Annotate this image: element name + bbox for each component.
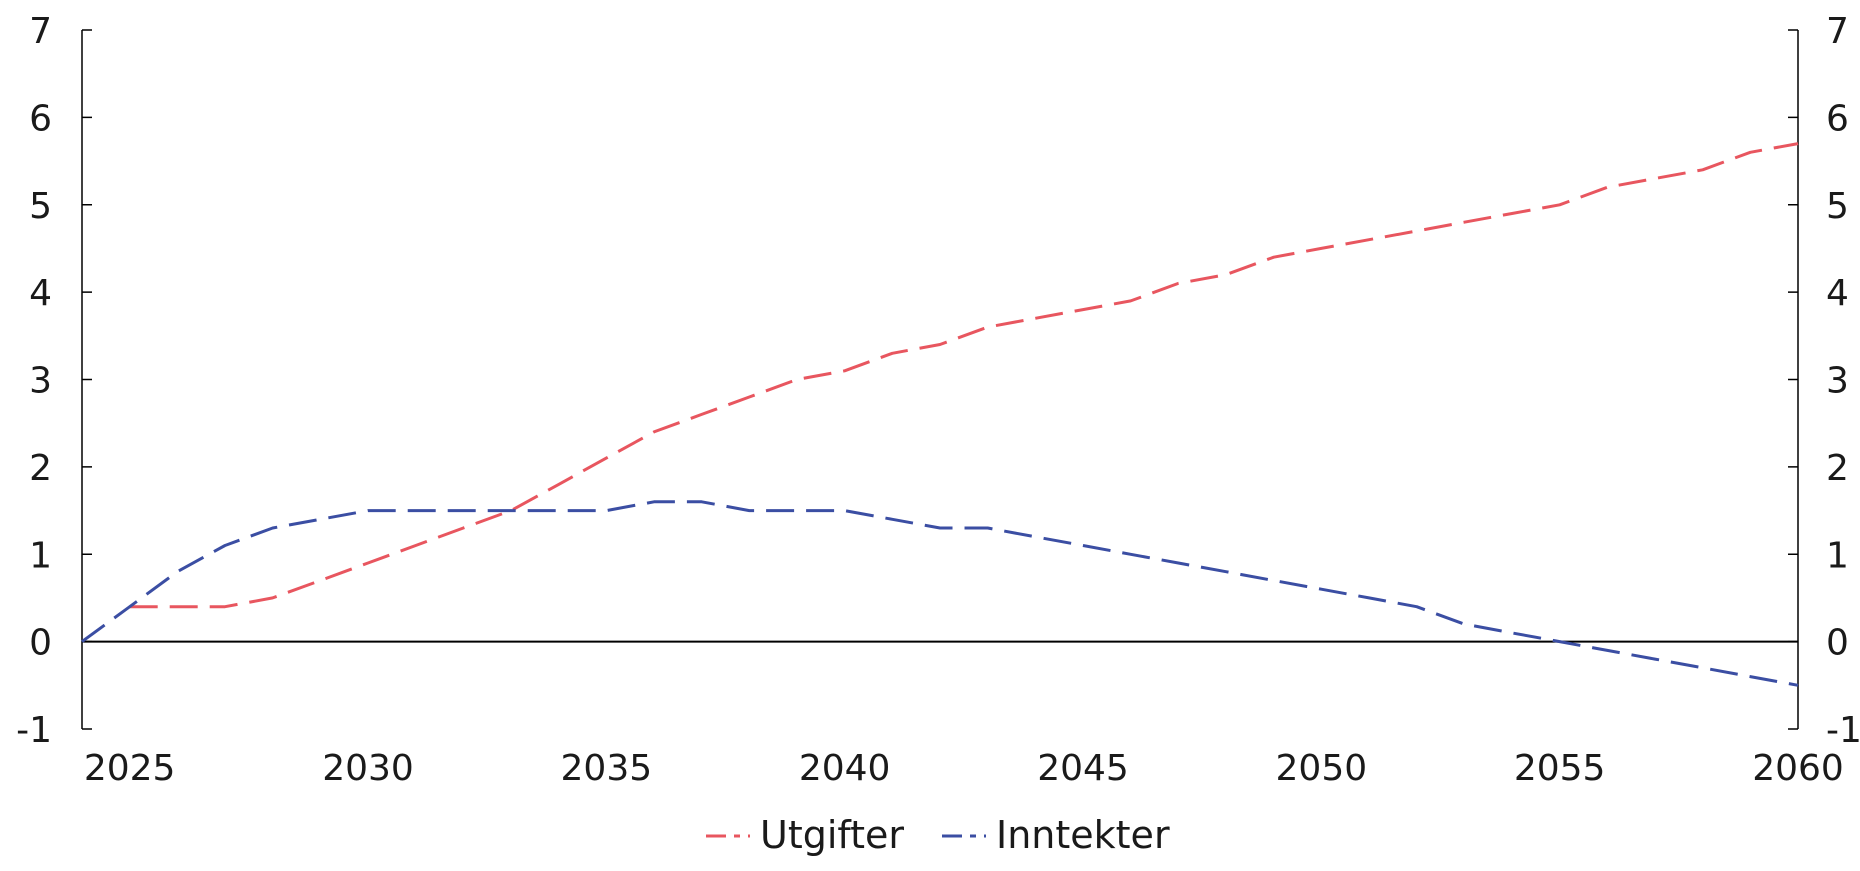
y-tick-label-right: 1 — [1826, 535, 1849, 576]
x-tick-label: 2050 — [1276, 748, 1368, 789]
y-tick-label-right: 6 — [1826, 98, 1849, 139]
series-group — [81, 142, 1799, 687]
y-tick-label-left: 4 — [29, 273, 52, 314]
y-tick-label-left: 7 — [29, 11, 52, 52]
legend-label-utgifter: Utgifter — [760, 813, 904, 857]
x-tick-label: 2035 — [561, 748, 653, 789]
x-tick-label: 2030 — [322, 748, 414, 789]
legend-label-inntekter: Inntekter — [996, 813, 1170, 857]
y-axis-right: -1 0 1 2 3 4 5 6 7 — [1788, 11, 1860, 751]
y-tick-label-right: 5 — [1826, 186, 1849, 227]
series-line-utgifter — [129, 142, 1799, 609]
axes — [81, 30, 1799, 729]
y-tick-label-left: -1 — [16, 710, 52, 751]
y-tick-label-right: 2 — [1826, 448, 1849, 489]
x-axis: 2025 2030 2035 2040 2045 2050 2055 2060 — [84, 748, 1844, 789]
legend: Utgifter Inntekter — [706, 813, 1170, 857]
x-tick-label: 2040 — [799, 748, 891, 789]
series-line-inntekter — [81, 500, 1799, 687]
y-tick-label-left: 3 — [29, 361, 52, 402]
y-tick-label-left: 2 — [29, 448, 52, 489]
y-tick-label-right: -1 — [1826, 710, 1860, 751]
y-tick-label-left: 1 — [29, 535, 52, 576]
y-tick-label-right: 0 — [1826, 623, 1849, 664]
y-tick-label-right: 4 — [1826, 273, 1849, 314]
x-tick-label: 2055 — [1514, 748, 1606, 789]
y-tick-label-left: 5 — [29, 186, 52, 227]
y-tick-label-right: 3 — [1826, 361, 1849, 402]
x-tick-label: 2025 — [84, 748, 176, 789]
y-tick-label-right: 7 — [1826, 11, 1849, 52]
y-axis-left: -1 0 1 2 3 4 5 6 7 — [16, 11, 92, 751]
x-tick-label: 2060 — [1752, 748, 1844, 789]
y-tick-label-left: 6 — [29, 98, 52, 139]
y-tick-label-left: 0 — [29, 623, 52, 664]
x-tick-label: 2045 — [1037, 748, 1129, 789]
